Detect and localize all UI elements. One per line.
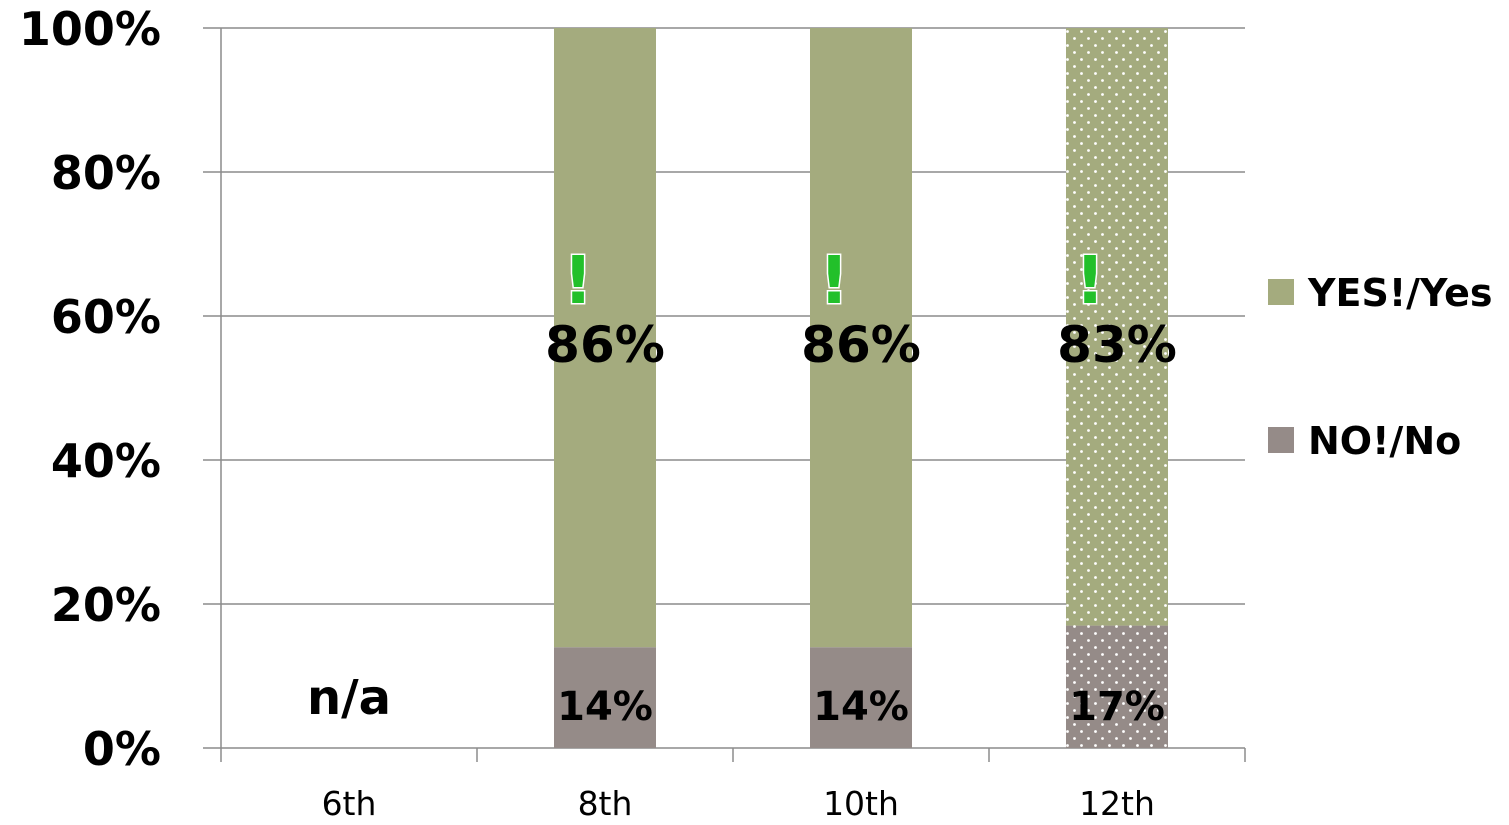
x-axis: 6th 8th 10th 12th bbox=[203, 747, 1246, 823]
y-tick-label: 0% bbox=[83, 722, 161, 776]
y-tick-label: 80% bbox=[51, 146, 161, 200]
bar-segment-no bbox=[810, 647, 912, 748]
x-tick-label: 8th bbox=[578, 784, 633, 823]
data-label-no: 14% bbox=[557, 684, 653, 730]
emphasis-marker: ! bbox=[819, 242, 849, 319]
data-label-no: 14% bbox=[813, 684, 909, 730]
bar-dot-pattern bbox=[1066, 28, 1168, 748]
bar-segment-no bbox=[554, 647, 656, 748]
emphasis-marker: ! bbox=[1075, 242, 1105, 319]
legend-swatch bbox=[1268, 279, 1294, 305]
y-tick-label: 20% bbox=[51, 578, 161, 632]
x-tick-label: 6th bbox=[322, 784, 377, 823]
x-tick-label: 10th bbox=[823, 784, 899, 823]
data-label-no: 17% bbox=[1069, 684, 1165, 730]
data-label-yes: 86% bbox=[545, 316, 665, 374]
data-label-yes: 86% bbox=[801, 316, 921, 374]
legend-label: YES!/Yes bbox=[1307, 271, 1492, 315]
data-labels: n/a!86%14%!86%14%!83%17% bbox=[307, 241, 1177, 731]
emphasis-marker: ! bbox=[563, 242, 593, 319]
legend: YES!/Yes NO!/No bbox=[1268, 271, 1492, 463]
legend-label: NO!/No bbox=[1308, 419, 1461, 463]
bar-segment-yes bbox=[554, 28, 656, 648]
y-tick-label: 60% bbox=[51, 290, 161, 344]
legend-swatch bbox=[1268, 427, 1294, 453]
bar-segment-yes bbox=[810, 28, 912, 648]
y-tick-label: 40% bbox=[51, 434, 161, 488]
y-axis: 0% 20% 40% 60% 80% 100% bbox=[19, 2, 222, 776]
x-tick-label: 12th bbox=[1079, 784, 1155, 823]
missing-data-label: n/a bbox=[307, 670, 391, 726]
data-label-yes: 83% bbox=[1057, 316, 1177, 374]
y-tick-label: 100% bbox=[19, 2, 161, 56]
bars bbox=[554, 28, 1168, 748]
